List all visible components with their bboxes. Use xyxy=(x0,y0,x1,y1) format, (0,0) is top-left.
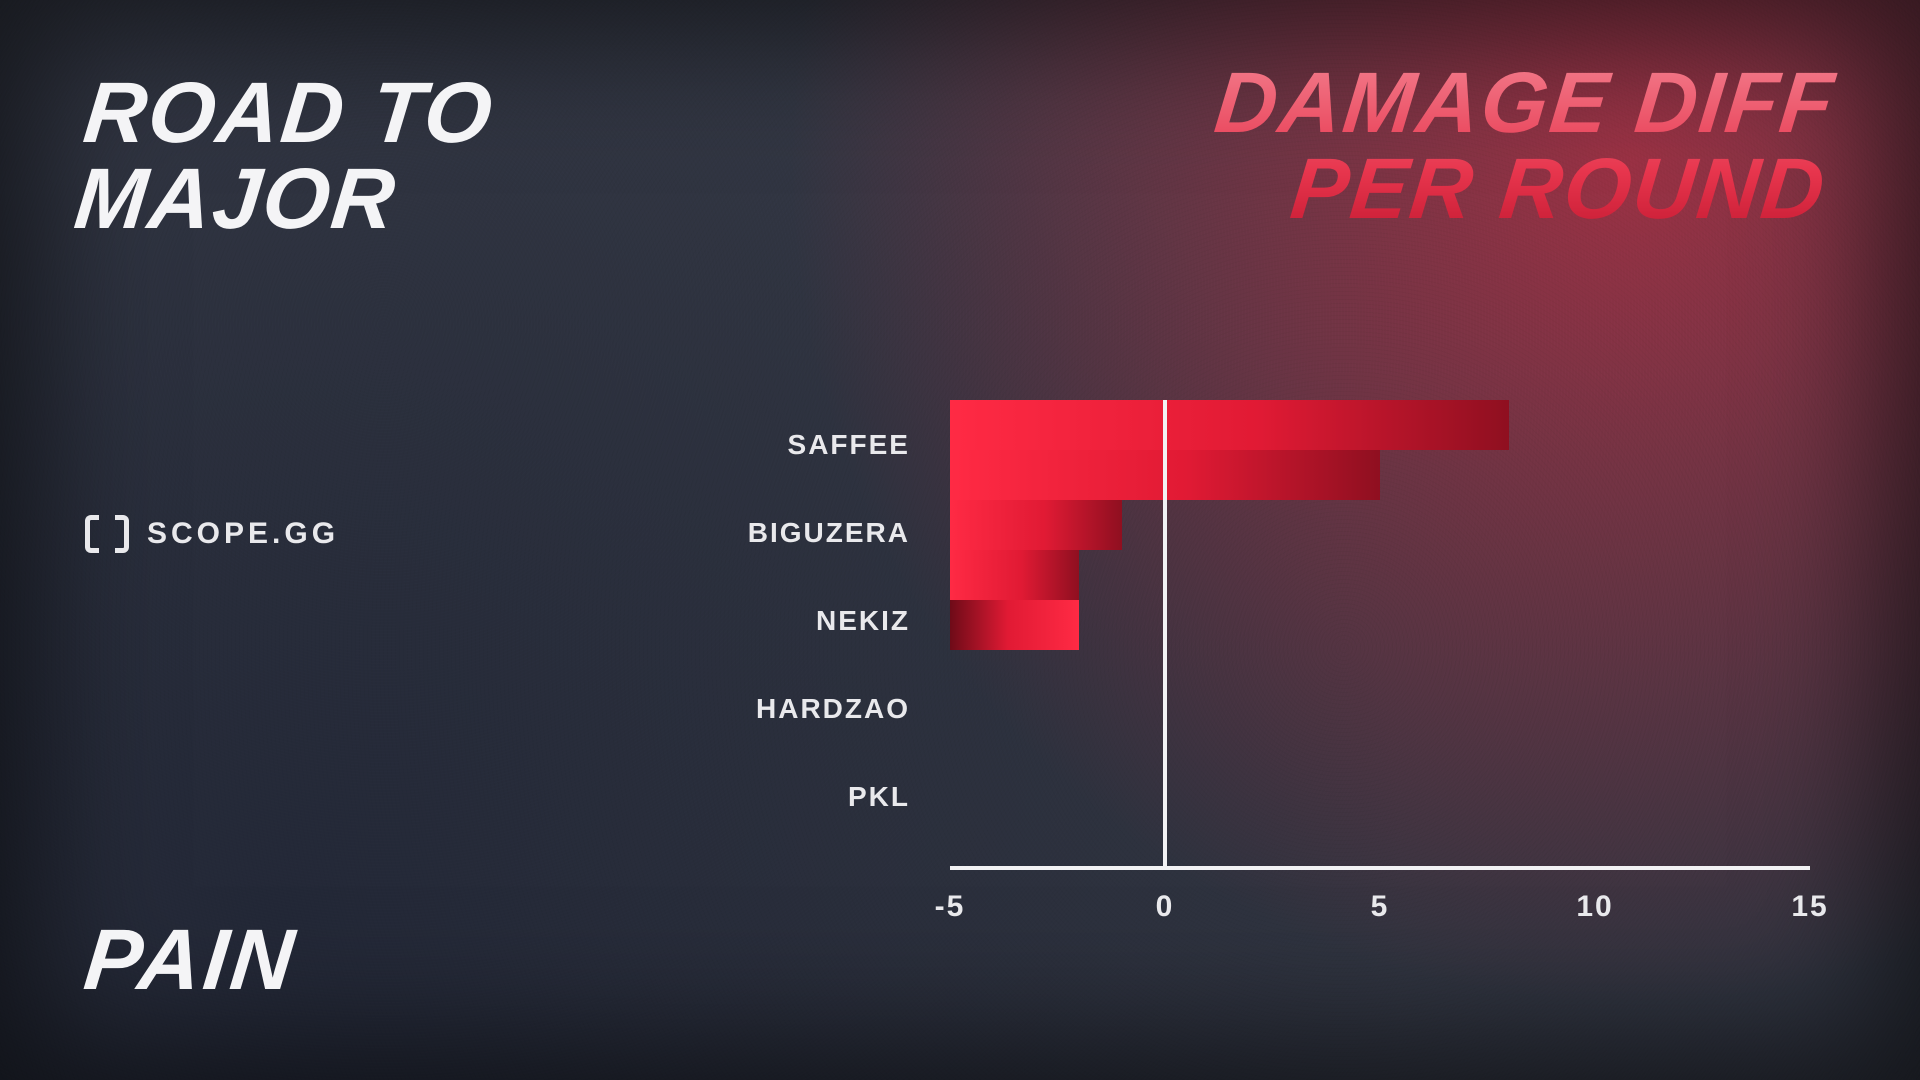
brand-text: SCOPE.GG xyxy=(147,517,339,551)
team-name: PAIN xyxy=(80,911,301,1010)
title-right: DAMAGE DIFF PER ROUND xyxy=(1202,60,1839,232)
x-tick-label: 0 xyxy=(1156,890,1175,924)
x-tick-label: -5 xyxy=(935,890,966,924)
title-right-line2: PER ROUND xyxy=(1202,146,1830,232)
x-tick-label: 5 xyxy=(1371,890,1390,924)
title-left-line2: MAJOR xyxy=(71,156,489,242)
chart-baseline-axis xyxy=(950,866,1810,870)
brand-brackets-icon xyxy=(85,515,129,553)
brand-badge: SCOPE.GG xyxy=(85,515,339,553)
player-label: BIGUZERA xyxy=(690,517,940,549)
chart-zero-axis xyxy=(1163,400,1167,870)
chart-bars xyxy=(950,400,1810,650)
player-label: NEKIZ xyxy=(690,605,940,637)
x-tick-label: 15 xyxy=(1791,890,1828,924)
player-bar xyxy=(950,550,1079,600)
player-bar xyxy=(950,500,1122,550)
player-label: SAFFEE xyxy=(690,429,940,461)
chart-plot xyxy=(950,400,1810,870)
title-left-line1: ROAD TO xyxy=(80,70,498,156)
player-label: HARDZAO xyxy=(690,693,940,725)
player-bar xyxy=(950,400,1509,450)
player-bar xyxy=(950,600,1079,650)
title-left: ROAD TO MAJOR xyxy=(71,70,498,242)
title-right-line1: DAMAGE DIFF xyxy=(1211,60,1839,146)
damage-diff-chart: SAFFEE BIGUZERA NEKIZ HARDZAO PKL -5 0 5 10 15 xyxy=(690,400,1840,960)
player-label: PKL xyxy=(690,781,940,813)
x-tick-label: 10 xyxy=(1576,890,1613,924)
